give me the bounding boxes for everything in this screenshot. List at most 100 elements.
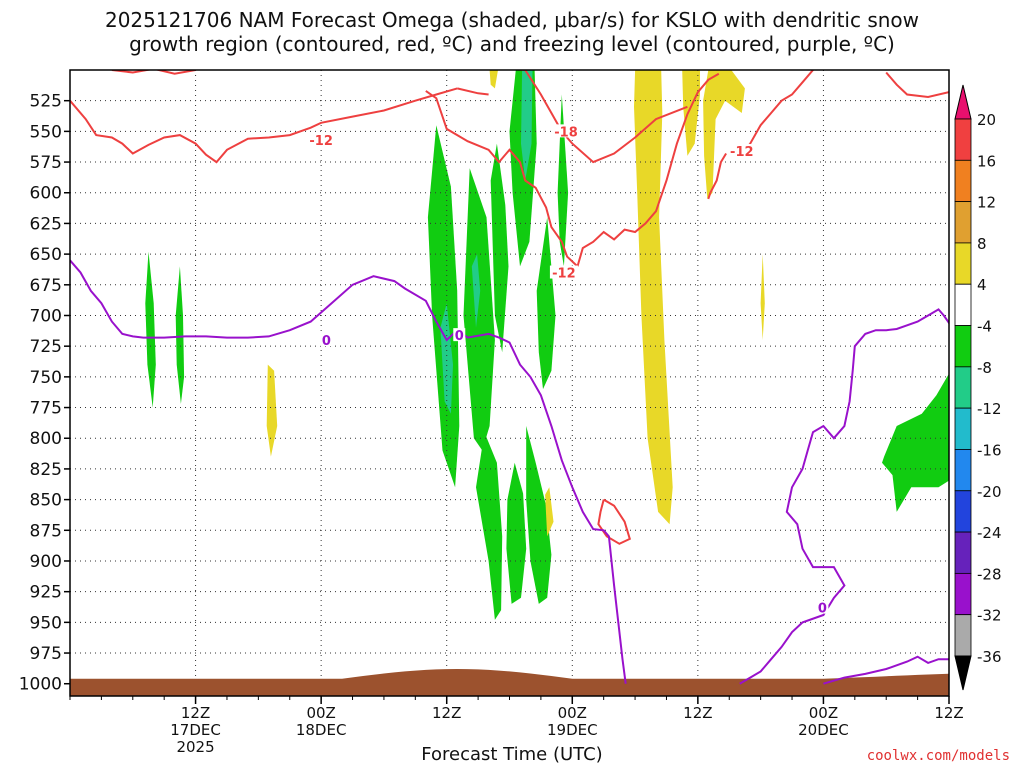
y-tick-label-3: 600 [30,184,62,204]
omega-region-16 [545,487,554,537]
colorbar-bin-1 [954,118,972,161]
colorbar: 20 16 12 8 4 -4 -8 -12 -16 -20 -24 -28 -32 -36 [954,84,1002,691]
colorbar-bin-10 [954,490,972,533]
ground-surface [70,669,949,696]
red-isotherm-7 [707,152,727,200]
contour-label-bg-6 [816,600,829,614]
y-tick-label-5: 650 [30,245,62,265]
colorbar-label-6: -8 [977,359,992,377]
omega-region-15 [266,364,278,457]
y-tick-label-16: 925 [30,583,62,603]
contour-label-6: 0 [818,602,827,617]
red-isotherm-4 [425,90,579,268]
y-tick-label-7: 700 [30,306,62,326]
ground-fill [70,669,949,696]
purple-isotherm-1 [739,308,949,685]
y-tick-label-9: 750 [30,368,62,388]
colorbar-bin-5 [954,283,972,326]
colorbar-bin-12 [954,572,972,616]
colorbar-label-9: -20 [977,483,1002,501]
red-isotherm-9 [597,498,632,545]
omega-region-8 [526,426,552,604]
y-tick-label-19: 1000 [19,675,62,695]
x-tick-label-1-1: 18DEC [296,721,347,739]
omega-region-21 [760,254,765,340]
omega-region-3 [463,168,495,451]
colorbar-label-4: 4 [977,276,987,294]
colorbar-label-11: -28 [977,565,1002,583]
omega-region-0 [145,251,156,408]
omega-region-17 [489,70,498,89]
omega-region-12 [440,303,453,414]
omega-region-6 [490,143,509,353]
colorbar-bin-9 [954,449,972,492]
red-isotherm-1 [456,87,489,96]
contour-label-1: -18 [554,125,578,140]
colorbar-label-1: 16 [977,152,996,170]
x-tick-label-0-0: 12Z [181,704,210,722]
y-tick-label-17: 950 [30,613,62,633]
x-tick-label-1-0: 00Z [306,704,335,722]
colorbar-bin-13 [954,614,972,657]
omega-region-2 [427,125,460,488]
y-tick-label-13: 850 [30,491,62,511]
omega-region-14 [521,70,533,181]
colorbar-top-triangle [954,84,972,120]
colorbar-label-2: 12 [977,194,996,212]
purple-isotherm-2 [823,655,949,685]
title-line-2: growth region (contoured, red, ºC) and f… [129,32,895,56]
omega-region-1 [175,266,185,404]
isotherm-contours [70,70,949,685]
chart-title: 2025121706 NAM Forecast Omega (shaded, μ… [0,8,1024,56]
x-tick-label-5-1: 20DEC [798,721,849,739]
colorbar-bottom-triangle [954,655,972,691]
colorbar-bin-6 [954,325,972,368]
colorbar-label-5: -4 [977,318,992,336]
x-axis-title: Forecast Time (UTC) [421,744,603,765]
y-tick-label-15: 900 [30,552,62,572]
colorbar-label-10: -24 [977,524,1002,542]
x-tick-label-6-0: 12Z [934,704,963,722]
y-tick-label-4: 625 [30,214,62,234]
contour-label-5: 0 [455,329,464,344]
title-line-1: 2025121706 NAM Forecast Omega (shaded, μ… [104,8,920,32]
x-tick-label-0-2: 2025 [176,738,214,756]
omega-region-10 [557,94,569,267]
y-tick-label-8: 725 [30,337,62,357]
omega-region-19 [682,70,700,156]
contour-label-bg-1 [552,124,581,138]
contour-label-bg-0 [307,132,336,146]
contour-label-3: -12 [730,145,754,160]
purple-isotherm-0 [70,259,627,684]
colorbar-bin-11 [954,531,972,574]
colorbar-bin-7 [954,366,972,409]
red-isotherm-0 [70,87,458,164]
x-tick-label-0-1: 17DEC [170,721,221,739]
colorbar-label-3: 8 [977,235,987,253]
omega-region-11 [882,373,949,512]
contour-label-bg-3 [727,144,756,158]
x-tick-label-3-0: 00Z [558,704,587,722]
omega-region-9 [536,217,556,390]
contour-label-bg-2 [549,265,578,279]
omega-region-4 [476,432,503,620]
red-isotherm-8 [885,71,949,99]
colorbar-label-13: -36 [977,648,1002,666]
y-tick-label-14: 875 [30,521,62,541]
y-axis: 525 550 575 600 625 650 675 700 725 750 775 800 825 8… [19,92,70,695]
omega-shading [145,70,949,620]
red-isotherm-2 [111,70,196,75]
omega-region-20 [703,70,745,199]
contour-labels: -12 -18 -12 -12 0 0 0 [307,124,829,617]
colorbar-label-8: -16 [977,441,1002,459]
y-tick-label-6: 675 [30,276,62,296]
colorbar-label-12: -32 [977,607,1002,625]
y-tick-label-1: 550 [30,122,62,142]
colorbar-bin-4 [954,242,972,285]
omega-region-13 [471,254,481,328]
omega-region-5 [506,462,527,604]
x-tick-label-4-0: 12Z [683,704,712,722]
red-isotherm-5 [576,72,720,267]
